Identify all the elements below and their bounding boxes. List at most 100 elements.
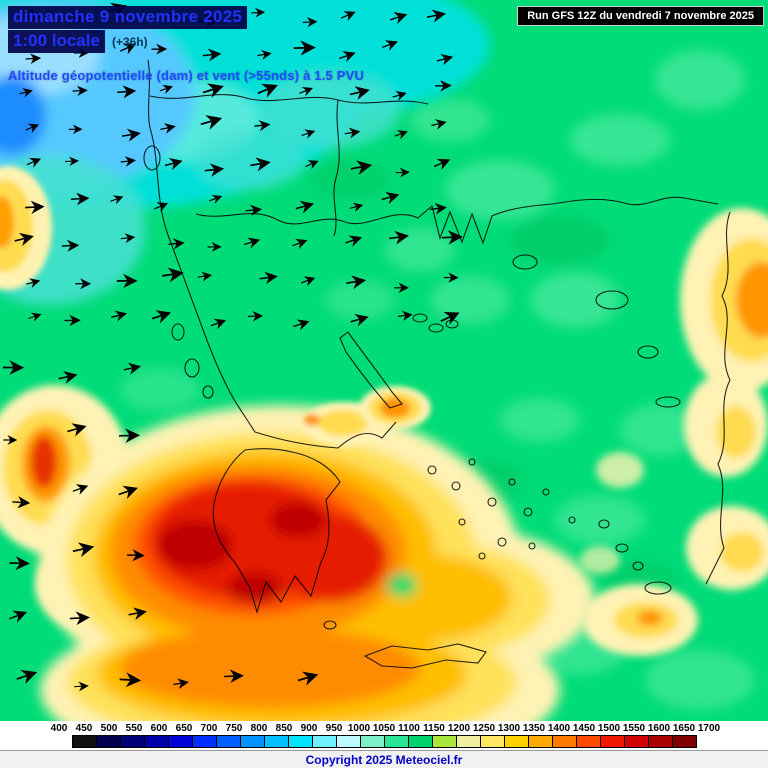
wind-arrow-icon bbox=[398, 310, 413, 321]
wind-arrow-icon bbox=[69, 611, 91, 626]
wind-arrow-icon bbox=[61, 239, 80, 252]
warm-spots-attica bbox=[303, 386, 431, 446]
wind-arrow-icon bbox=[257, 83, 279, 98]
legend-color-box bbox=[264, 735, 289, 748]
wind-arrow-icon bbox=[395, 167, 410, 178]
wind-arrow-icon bbox=[243, 237, 261, 249]
wind-arrow-icon bbox=[161, 267, 184, 283]
wind-arrow-icon bbox=[394, 130, 408, 140]
wind-arrow-icon bbox=[70, 192, 90, 206]
wind-arrow-icon bbox=[2, 360, 25, 375]
wind-arrow-icon bbox=[441, 230, 463, 245]
legend-value: 800 bbox=[250, 723, 268, 734]
wind-arrow-icon bbox=[25, 53, 42, 65]
forecast-date: dimanche 9 novembre 2025 bbox=[8, 6, 248, 29]
legend-color-box bbox=[408, 735, 433, 748]
legend-value: 600 bbox=[150, 723, 168, 734]
wind-arrow-icon bbox=[67, 423, 87, 437]
copyright-bar: Copyright 2025 Meteociel.fr bbox=[0, 750, 768, 768]
wind-arrow-icon bbox=[247, 311, 264, 322]
legend-values: 400 450 500 550 600 650 700 750 800 850 900 950 1000… bbox=[0, 723, 768, 734]
wind-arrow-icon bbox=[200, 115, 223, 130]
legend-color-box bbox=[504, 735, 529, 748]
wind-arrow-icon bbox=[28, 312, 42, 322]
wind-arrow-icon bbox=[164, 157, 183, 171]
coastlines-layer bbox=[143, 59, 731, 669]
wind-arrow-icon bbox=[245, 204, 263, 216]
warm-patch-left-edge bbox=[0, 166, 52, 290]
legend-value: 750 bbox=[225, 723, 243, 734]
legend-color-box bbox=[192, 735, 217, 748]
wind-arrow-icon bbox=[74, 681, 89, 692]
legend-color-box bbox=[600, 735, 625, 748]
wind-arrow-icon bbox=[292, 238, 308, 250]
wind-arrow-icon bbox=[154, 202, 169, 212]
legend-value: 1300 bbox=[497, 723, 521, 734]
legend-value: 1550 bbox=[622, 723, 646, 734]
wind-arrow-icon bbox=[117, 85, 137, 99]
legend-value: 1200 bbox=[447, 723, 471, 734]
wind-arrow-icon bbox=[345, 235, 363, 247]
wind-arrow-icon bbox=[160, 123, 176, 134]
wind-arrow-icon bbox=[431, 119, 447, 130]
legend-color-box bbox=[336, 735, 361, 748]
wind-arrow-icon bbox=[72, 85, 88, 97]
wind-arrow-icon bbox=[443, 272, 459, 283]
wind-arrow-icon bbox=[65, 156, 79, 167]
wind-arrow-icon bbox=[301, 129, 316, 139]
wind-arrow-icon bbox=[293, 40, 316, 56]
wind-arrow-icon bbox=[127, 549, 145, 562]
wind-arrow-icon bbox=[58, 371, 78, 384]
wind-arrow-icon bbox=[25, 200, 45, 214]
color-scale-legend: 400 450 500 550 600 650 700 750 800 850 900 950 1000… bbox=[0, 721, 768, 751]
wind-arrow-icon bbox=[116, 273, 138, 289]
wind-arrow-icon bbox=[202, 83, 224, 98]
wind-arrow-icon bbox=[394, 282, 409, 293]
legend-color-box bbox=[480, 735, 505, 748]
wind-arrow-icon bbox=[392, 91, 407, 101]
wind-arrow-icon bbox=[430, 202, 447, 215]
wind-arrow-icon bbox=[110, 195, 124, 205]
forecast-time: 1:00 locale bbox=[8, 30, 105, 53]
wind-arrow-icon bbox=[295, 200, 315, 214]
wind-arrow-icon bbox=[344, 127, 361, 139]
wind-arrow-icon bbox=[197, 271, 213, 282]
wind-arrow-icon bbox=[440, 312, 460, 325]
legend-value: 1500 bbox=[597, 723, 621, 734]
legend-value: 900 bbox=[300, 723, 318, 734]
wind-arrow-icon bbox=[435, 80, 452, 92]
green-mottle-layer bbox=[80, 50, 755, 710]
wind-arrow-icon bbox=[3, 435, 18, 445]
legend-value: 850 bbox=[275, 723, 293, 734]
legend-value: 1650 bbox=[672, 723, 696, 734]
wind-arrow-icon bbox=[119, 672, 142, 688]
legend-color-box bbox=[552, 735, 577, 748]
wind-arrow-icon bbox=[299, 87, 313, 97]
legend-value: 550 bbox=[125, 723, 143, 734]
wind-arrow-icon bbox=[346, 275, 367, 290]
legend-color-box bbox=[576, 735, 601, 748]
legend-value: 700 bbox=[200, 723, 218, 734]
wind-arrow-icon bbox=[300, 276, 316, 287]
wind-arrow-icon bbox=[382, 40, 398, 51]
wind-arrow-icon bbox=[389, 12, 408, 25]
legend-color-box bbox=[528, 735, 553, 748]
legend-value: 1150 bbox=[423, 723, 445, 734]
warm-core-region bbox=[40, 405, 595, 768]
wind-arrow-icon bbox=[251, 7, 266, 18]
legend-value: 1700 bbox=[697, 723, 721, 734]
legend-color-box bbox=[288, 735, 313, 748]
wind-arrow-icon bbox=[9, 556, 30, 571]
wind-arrow-icon bbox=[350, 314, 369, 327]
wind-arrow-icon bbox=[151, 310, 171, 324]
wind-arrow-icon bbox=[12, 496, 31, 509]
legend-color-box bbox=[72, 735, 97, 748]
legend-color-box bbox=[312, 735, 337, 748]
wind-arrow-icon bbox=[381, 192, 400, 204]
wind-arrow-icon bbox=[119, 43, 137, 55]
wind-arrow-icon bbox=[118, 485, 139, 500]
wind-arrow-icon bbox=[257, 49, 272, 60]
legend-color-box bbox=[672, 735, 697, 748]
legend-value: 1450 bbox=[572, 723, 596, 734]
